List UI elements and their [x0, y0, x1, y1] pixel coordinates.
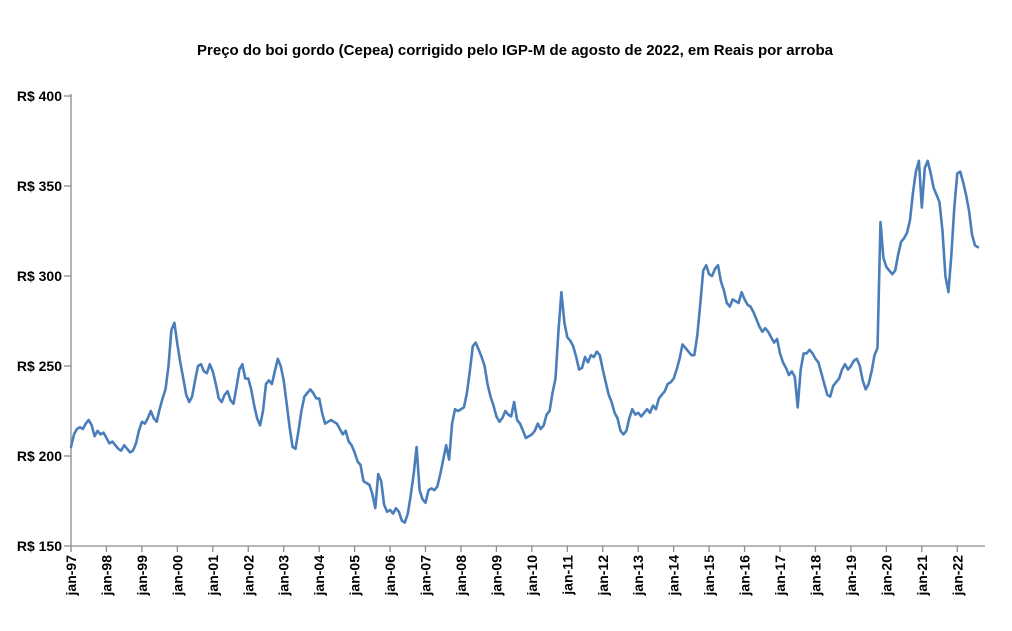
x-tick-label: jan-02: [240, 555, 256, 597]
x-tick-label: jan-11: [559, 555, 575, 596]
x-tick-label: jan-97: [63, 555, 79, 597]
x-tick-label: jan-12: [595, 555, 611, 597]
x-tick-label: jan-15: [701, 555, 717, 597]
x-tick-label: jan-17: [772, 555, 788, 597]
y-tick-label: R$ 300: [17, 268, 62, 284]
x-tick-label: jan-07: [418, 555, 434, 597]
price-line-series: [69, 159, 980, 524]
x-tick-label: jan-04: [311, 555, 327, 597]
x-tick-label: jan-99: [134, 555, 150, 597]
x-tick-label: jan-20: [878, 555, 894, 597]
x-tick-label: jan-21: [914, 555, 930, 597]
x-tick-label: jan-06: [382, 555, 398, 597]
y-tick-label: R$ 350: [17, 178, 62, 194]
x-tick-label: jan-05: [347, 555, 363, 597]
x-tick-label: jan-14: [666, 555, 682, 597]
x-tick-label: jan-16: [737, 555, 753, 597]
x-tick-label: jan-08: [453, 555, 469, 597]
x-tick-label: jan-22: [949, 555, 965, 597]
x-tick-label: jan-98: [98, 555, 114, 597]
y-tick-label: R$ 150: [17, 538, 62, 554]
x-tick-label: jan-10: [524, 555, 540, 597]
x-tick-label: jan-19: [843, 555, 859, 597]
chart-title: Preço do boi gordo (Cepea) corrigido pel…: [197, 42, 833, 59]
y-tick-label: R$ 400: [17, 88, 62, 104]
x-tick-label: jan-01: [205, 555, 221, 597]
x-tick-label: jan-13: [630, 555, 646, 597]
x-tick-label: jan-00: [169, 555, 185, 597]
x-tick-label: jan-03: [276, 555, 292, 597]
x-tick-label: jan-18: [807, 555, 823, 597]
y-tick-label: R$ 250: [17, 358, 62, 374]
y-tick-label: R$ 200: [17, 448, 62, 464]
x-tick-label: jan-09: [488, 555, 504, 597]
